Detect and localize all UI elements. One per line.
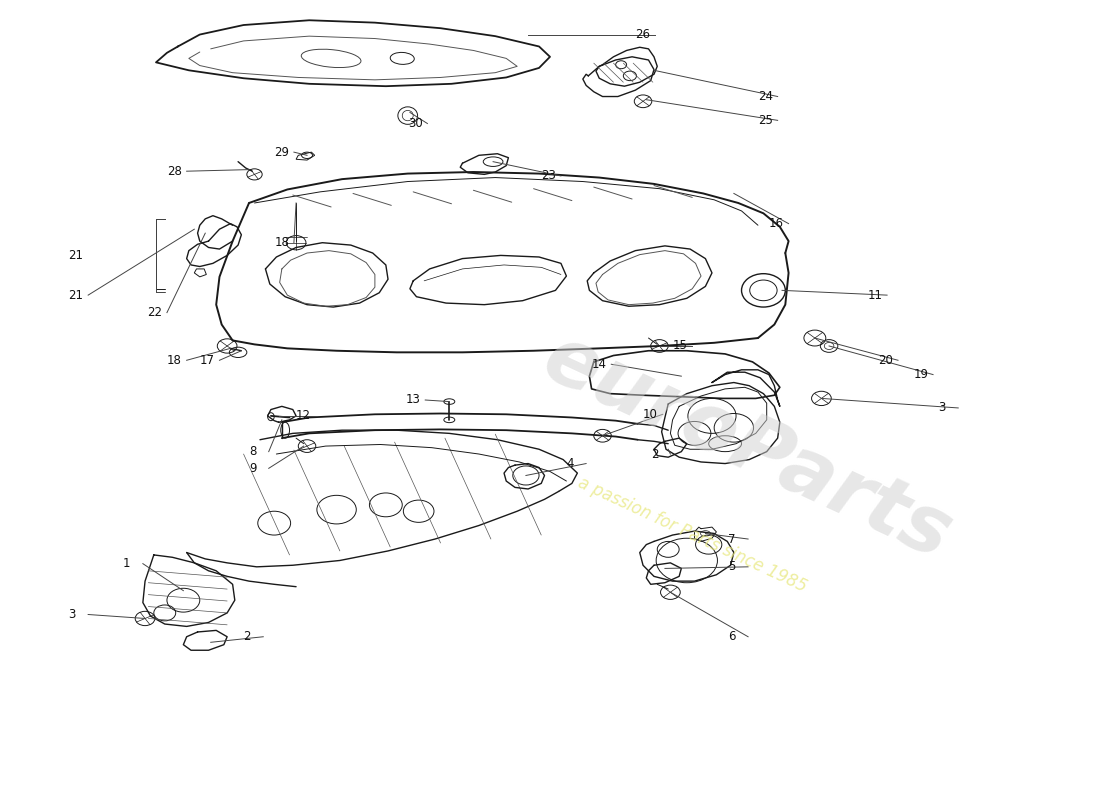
Text: 2: 2 <box>243 630 251 643</box>
Text: 2: 2 <box>651 447 658 461</box>
Text: 5: 5 <box>728 560 736 574</box>
Text: 8: 8 <box>249 445 256 458</box>
Text: 10: 10 <box>644 408 658 421</box>
Text: 16: 16 <box>769 217 784 230</box>
Text: 3: 3 <box>938 402 946 414</box>
Text: 18: 18 <box>274 236 289 250</box>
Text: 14: 14 <box>592 358 606 370</box>
Text: 6: 6 <box>728 630 736 643</box>
Text: 25: 25 <box>758 114 773 127</box>
Text: 22: 22 <box>147 306 162 319</box>
Text: 29: 29 <box>274 146 289 158</box>
Text: 30: 30 <box>408 117 422 130</box>
Text: a passion for Parts since 1985: a passion for Parts since 1985 <box>575 474 810 596</box>
Text: 21: 21 <box>68 289 84 302</box>
Text: 11: 11 <box>868 289 882 302</box>
Text: 15: 15 <box>672 339 688 353</box>
Text: 18: 18 <box>167 354 182 366</box>
Text: 1: 1 <box>123 557 131 570</box>
Text: 13: 13 <box>406 394 420 406</box>
Text: 3: 3 <box>68 608 76 621</box>
Text: 17: 17 <box>200 354 214 366</box>
Text: 4: 4 <box>566 457 574 470</box>
Text: 19: 19 <box>913 368 928 381</box>
Text: 21: 21 <box>68 249 84 262</box>
Text: 26: 26 <box>636 28 650 41</box>
Text: 7: 7 <box>728 533 736 546</box>
Text: euroParts: euroParts <box>530 319 964 576</box>
Text: 20: 20 <box>878 354 893 366</box>
Text: 24: 24 <box>758 90 773 103</box>
Text: 9: 9 <box>249 462 256 475</box>
Text: 23: 23 <box>541 170 557 182</box>
Text: 28: 28 <box>167 165 182 178</box>
Text: 12: 12 <box>296 410 311 422</box>
